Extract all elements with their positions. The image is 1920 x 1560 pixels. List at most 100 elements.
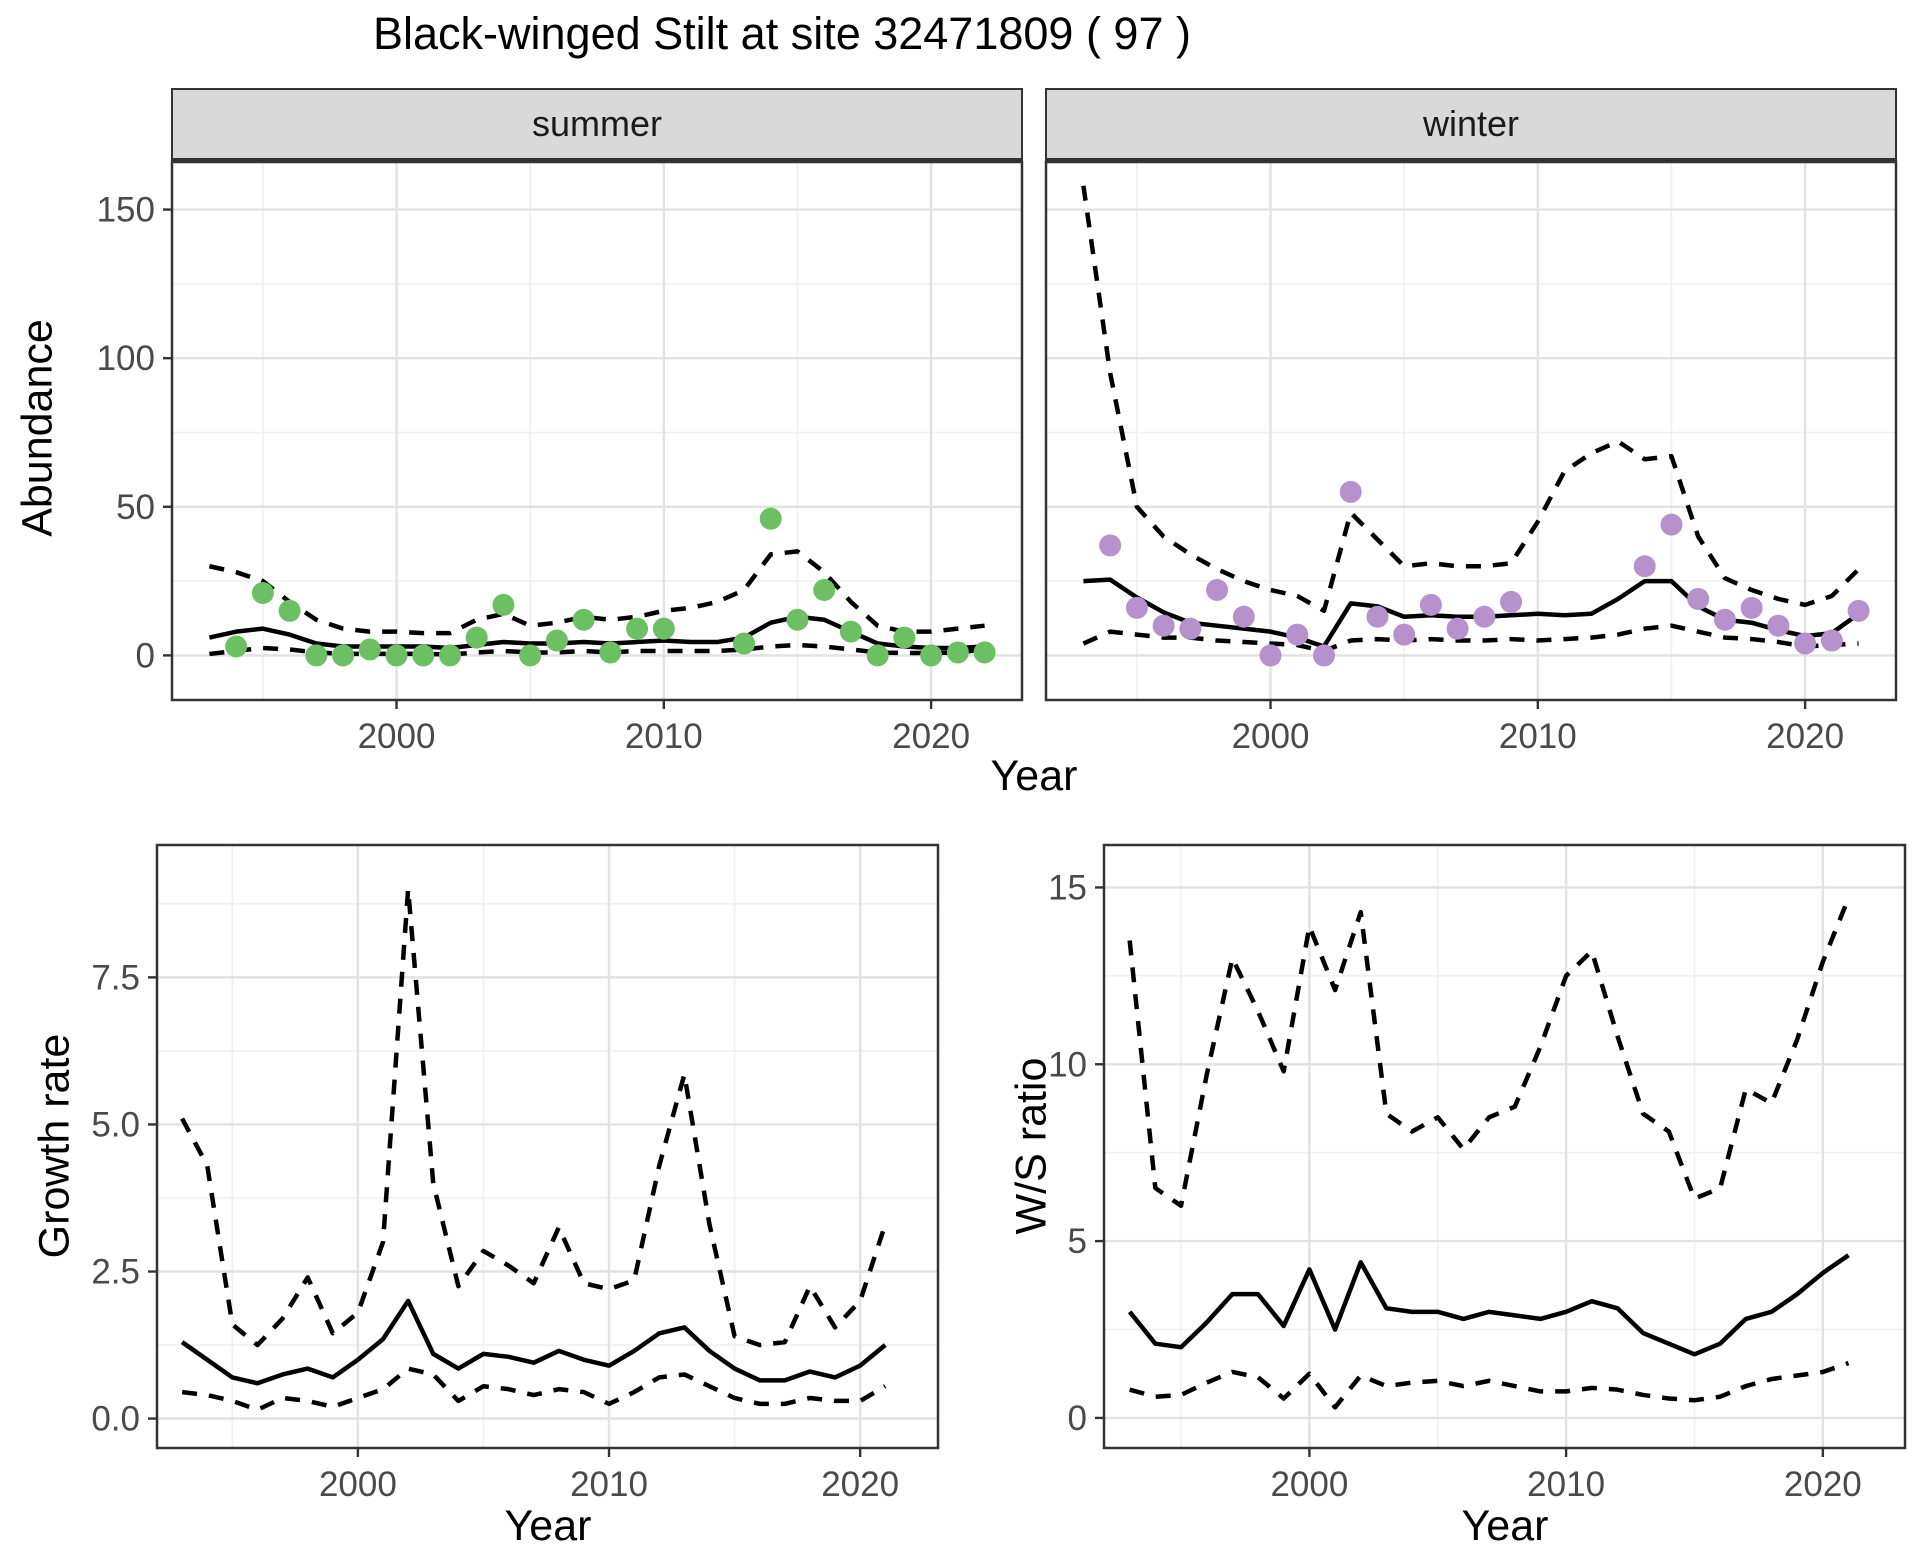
data-point [920,644,943,667]
data-point [1366,605,1389,628]
panel-growth_rate: 2000 2010 2020 0.0 2.5 5.0 7.5 [91,843,940,1504]
data-point [412,644,435,667]
y-tick-label: 2.5 [91,1253,140,1292]
lower-ci-line [209,642,985,657]
data-point [225,635,248,658]
points-abundance_summer [225,507,996,667]
x-tick-label: 2010 [570,1465,648,1504]
data-point [893,626,916,649]
x-tick-label: 2010 [625,717,703,756]
y-tick-label: 0 [1068,1399,1087,1438]
data-point [626,617,649,640]
y-tick-label: 0.0 [91,1400,140,1439]
data-point [1259,644,1282,667]
data-point [733,632,756,655]
data-point [1125,596,1148,619]
x-tick-label: 2000 [319,1465,397,1504]
data-point [1312,644,1335,667]
y-tick-label: 10 [1048,1045,1087,1084]
x-axis-label-year-ws: Year [1461,1502,1549,1550]
data-point [1339,480,1362,503]
y-tick-label: 50 [116,488,155,527]
y-tick-label: 5 [1068,1222,1087,1261]
lower-ci-line [181,1366,887,1413]
data-point [492,593,515,616]
data-point [1687,587,1710,610]
y-tick-label: 5.0 [91,1105,140,1144]
data-point [1500,590,1523,613]
facet-strip-summer-label: summer [531,103,662,144]
x-tick-label: 2020 [892,717,970,756]
data-point [358,638,381,661]
data-point [572,608,595,631]
y-axis-label-growth-rate: Growth rate [30,1033,79,1259]
data-point [1446,617,1469,640]
x-axis-label-year-growth: Year [504,1502,592,1550]
x-tick-label: 2020 [821,1465,899,1504]
lower-ci-line [1129,1360,1850,1410]
panel-abundance_summer: 2000 2010 2020 0 50 100 150 [97,160,1024,756]
data-point [1473,605,1496,628]
x-tick-label: 2000 [1270,1465,1348,1504]
data-point [1286,623,1309,646]
x-tick-label: 2010 [1527,1465,1605,1504]
data-point [759,507,782,530]
data-point [1820,629,1843,652]
data-point [385,644,408,667]
series-growth_rate [180,886,888,1413]
data-point [1713,608,1736,631]
data-point [305,644,328,667]
x-tick-label: 2000 [358,717,436,756]
x-tick-label: 2010 [1499,717,1577,756]
data-point [1152,614,1175,637]
series-ws_ratio [1127,897,1851,1410]
data-point [652,617,675,640]
data-point [519,644,542,667]
data-point [973,641,996,664]
panel-ws_ratio: 2000 2010 2020 0 5 10 15 [1048,843,1907,1504]
data-point [1099,534,1122,557]
x-tick-label: 2020 [1784,1465,1862,1504]
data-point [1232,605,1255,628]
y-axis-label-abundance: Abundance [13,319,62,537]
panel-abundance_winter: 2000 2010 2020 [1044,160,1898,756]
upper-ci-line [208,549,985,636]
data-point [251,581,274,604]
data-point [1794,632,1817,655]
data-point [1393,623,1416,646]
upper-ci-line [180,886,888,1348]
data-point [1740,596,1763,619]
chart-title: Black-winged Stilt at site 32471809 ( 97… [373,8,1191,59]
data-point [545,629,568,652]
data-point [278,599,301,622]
y-tick-label: 15 [1048,868,1087,907]
data-point [1660,513,1683,536]
x-tick-label: 2000 [1232,717,1310,756]
points-abundance_winter [1099,480,1870,667]
y-tick-label: 100 [97,339,155,378]
x-tick-label: 2020 [1766,717,1844,756]
facet-strip-winter: winter [1045,88,1897,162]
data-point [599,641,622,664]
data-point [438,644,461,667]
x-axis-label-year-top: Year [990,752,1078,800]
data-point [465,626,488,649]
facet-strip-summer: summer [171,88,1023,162]
data-point [1767,614,1790,637]
data-point [1179,617,1202,640]
data-point [332,644,355,667]
y-tick-label: 7.5 [91,958,140,997]
data-point [946,641,969,664]
median-line [180,1298,887,1386]
y-axis-label-ws-ratio: W/S ratio [1007,1057,1056,1235]
lower-ci-line [1082,623,1859,654]
facet-strip-winter-label: winter [1422,103,1520,144]
upper-ci-line [1127,897,1851,1208]
data-point [1206,579,1229,602]
data-point [1633,555,1656,578]
median-line [1127,1253,1850,1357]
data-point [866,644,889,667]
data-point [813,579,836,602]
